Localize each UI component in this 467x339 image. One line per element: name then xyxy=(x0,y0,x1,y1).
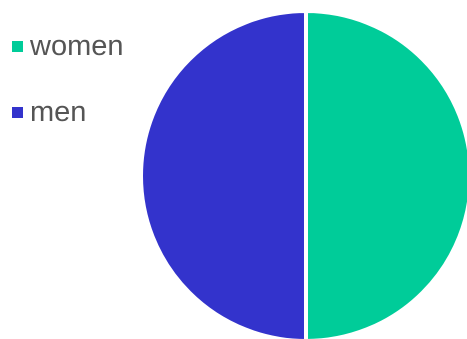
legend: women men xyxy=(12,28,124,160)
pie-slice-men xyxy=(139,9,308,339)
legend-label-women: women xyxy=(30,30,124,62)
legend-label-men: men xyxy=(30,96,87,128)
legend-item-men: men xyxy=(12,94,124,130)
pie-slice-women xyxy=(304,9,467,339)
legend-item-women: women xyxy=(12,28,124,64)
legend-swatch-men xyxy=(12,106,23,118)
legend-swatch-women xyxy=(12,40,23,52)
